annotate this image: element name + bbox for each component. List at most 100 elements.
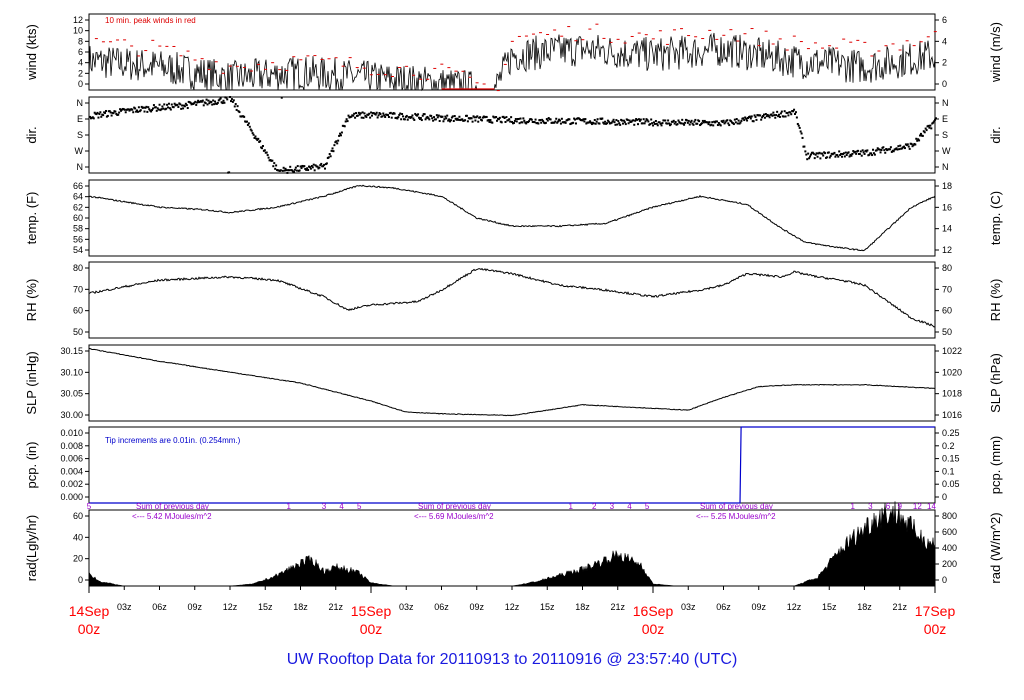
dir-point <box>400 118 403 121</box>
rh-ylabel-left: RH (%) <box>24 279 39 322</box>
dir-point <box>176 103 179 106</box>
dir-point <box>890 150 893 153</box>
dir-point <box>621 119 624 122</box>
dir-point <box>386 114 389 117</box>
dir-point <box>871 154 874 157</box>
dir-point <box>746 119 749 122</box>
dir-point <box>763 116 766 119</box>
dir-point <box>426 115 429 118</box>
dir-point <box>497 118 500 121</box>
rad-hour-mark: 6 <box>886 502 891 511</box>
footer-title: UW Rooftop Data for 20110913 to 20110916… <box>286 651 738 668</box>
dir-point <box>235 108 238 111</box>
dir-point <box>169 108 172 111</box>
pcp-series <box>89 426 935 504</box>
dir-point <box>435 114 438 117</box>
dir-point <box>420 119 423 122</box>
rh-ytick-label-r: 60 <box>942 306 952 316</box>
dir-point <box>541 118 544 121</box>
wind-ytick-label-l: 8 <box>78 36 83 46</box>
dir-point <box>161 105 164 108</box>
dir-point <box>615 119 618 122</box>
dir-point <box>201 99 204 102</box>
slp-ytick-label-l: 30.05 <box>60 389 83 399</box>
dir-point <box>752 120 755 123</box>
dir-point <box>362 116 365 119</box>
slp-ytick-label-r: 1020 <box>942 367 962 377</box>
dir-point <box>879 151 882 154</box>
dir-point <box>489 119 492 122</box>
x-date-hour-label: 00z <box>642 621 665 637</box>
dir-point <box>554 120 557 123</box>
dir-point <box>500 121 503 124</box>
dir-point <box>279 169 282 172</box>
dir-point <box>683 123 686 126</box>
dir-point <box>674 121 677 124</box>
dir-point <box>822 154 825 157</box>
dir-point <box>119 108 122 111</box>
dir-point <box>641 122 644 125</box>
dir-point <box>644 120 647 123</box>
dir-point <box>414 112 417 115</box>
dir-point <box>702 121 705 124</box>
temp-ytick-label-l: 56 <box>73 234 83 244</box>
pcp-ytick-label-r: 0.15 <box>942 454 960 464</box>
dir-point <box>510 116 513 119</box>
dir-point <box>762 113 765 116</box>
dir-point <box>346 120 349 123</box>
dir-point <box>514 118 517 121</box>
dir-point <box>778 113 781 116</box>
x-tick-label: 06z <box>716 602 731 612</box>
temp-ytick-label-r: 16 <box>942 202 952 212</box>
dir-point <box>708 121 711 124</box>
dir-point <box>656 124 659 127</box>
dir-point <box>325 162 328 165</box>
dir-point <box>335 140 338 143</box>
dir-point <box>534 118 537 121</box>
dir-point <box>251 132 254 135</box>
dir-point <box>767 115 770 118</box>
dir-point <box>112 112 115 115</box>
x-date-label: 16Sep <box>633 603 674 619</box>
dir-point <box>598 122 601 125</box>
dir-point <box>99 111 102 114</box>
dir-point <box>450 116 453 119</box>
dir-point <box>330 149 333 152</box>
dir-point <box>100 115 103 118</box>
dir-point <box>916 139 919 142</box>
dir-point <box>564 121 567 124</box>
dir-point <box>102 114 105 117</box>
wind-ytick-label-l: 6 <box>78 47 83 57</box>
dir-point <box>581 119 584 122</box>
dir-point <box>728 124 731 127</box>
x-tick-label: 15z <box>540 602 555 612</box>
dir-point <box>771 114 774 117</box>
dir-point <box>549 118 552 121</box>
dir-point <box>917 138 920 141</box>
x-tick-label: 09z <box>751 602 766 612</box>
dir-point <box>156 107 159 110</box>
dir-point <box>200 100 203 103</box>
dir-point <box>343 125 346 128</box>
dir-point <box>794 112 796 115</box>
dir-point <box>150 110 153 113</box>
dir-point <box>607 120 610 123</box>
dir-point <box>204 102 207 105</box>
dir-point <box>619 123 622 126</box>
dir-point <box>316 165 319 168</box>
dir-point <box>914 143 917 146</box>
dir-point <box>185 104 188 107</box>
dir-point <box>455 118 458 121</box>
dir-point <box>339 132 342 135</box>
wind-ylabel-right: wind (m/s) <box>988 22 1003 83</box>
dir-point <box>838 150 841 153</box>
dir-point <box>365 116 368 119</box>
dir-point <box>540 121 543 124</box>
dir-point <box>296 165 299 168</box>
dir-point <box>294 166 297 169</box>
dir-point <box>412 117 415 120</box>
pcp-ytick-label-l: 0.010 <box>60 428 83 438</box>
dir-point <box>352 114 355 117</box>
dir-point <box>307 169 310 172</box>
rad-day-sum-title: Sum of previous day <box>136 502 209 511</box>
